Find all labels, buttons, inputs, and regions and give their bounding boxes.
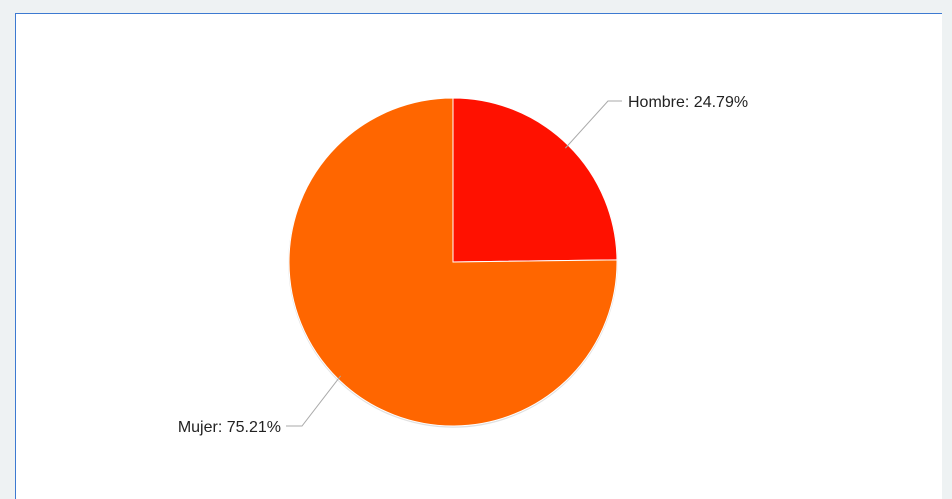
slice-label-mujer: Mujer: 75.21% [178, 419, 281, 436]
leader-line-mujer [286, 375, 342, 427]
pie-slice-hombre [452, 97, 618, 263]
slice-label-hombre: Hombre: 24.79% [628, 94, 748, 111]
leader-line-hombre [565, 100, 622, 149]
